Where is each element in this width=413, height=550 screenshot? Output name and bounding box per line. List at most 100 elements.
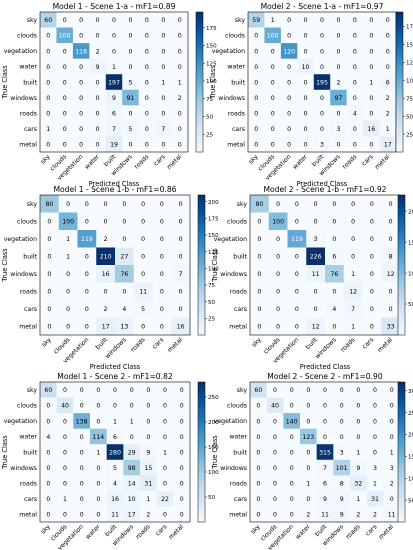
heatmap-cell [122, 136, 139, 153]
heatmap-cell [250, 195, 270, 213]
cell-value-label: 0 [254, 126, 258, 133]
cell-value-label: 315 [319, 449, 331, 456]
heatmap-cell [346, 136, 364, 153]
heatmap-cell [40, 120, 57, 137]
cell-value-label: 0 [179, 289, 183, 296]
heatmap-cell [138, 12, 156, 28]
heatmap-cell [297, 74, 315, 91]
colorbar-segment [398, 304, 405, 308]
cell-value-label: 0 [356, 418, 360, 425]
cell-value-label: 0 [257, 306, 261, 313]
cell-value-label: 0 [46, 79, 50, 86]
colorbar-segment [398, 204, 405, 208]
heatmap-cell [280, 136, 298, 153]
colorbar-segment [198, 426, 205, 430]
heatmap-cell [250, 444, 267, 461]
cell-value-label: 1 [351, 271, 355, 278]
colorbar-segment [398, 330, 405, 334]
heatmap-cell [171, 58, 189, 75]
cell-value-label: 0 [63, 48, 67, 55]
colorbar-segment [398, 466, 405, 469]
x-tick-label: roads [345, 523, 362, 540]
heatmap-cell [89, 105, 107, 122]
cell-value-label: 0 [122, 219, 126, 226]
colorbar-frame [195, 11, 204, 153]
heatmap-cell [115, 195, 135, 213]
cell-value-label: 1 [161, 79, 165, 86]
heatmap-cell [297, 136, 315, 153]
colorbar-segment [196, 58, 203, 62]
colorbar-segment [398, 216, 405, 219]
heatmap-cell [140, 413, 157, 429]
colorbar-segment [396, 26, 403, 29]
heatmap-cell [156, 413, 174, 429]
heatmap-cell [90, 459, 107, 476]
colorbar-segment [196, 61, 203, 64]
cell-value-label: 0 [160, 219, 164, 226]
cell-value-label: 0 [256, 403, 260, 410]
colorbar-segment [198, 202, 205, 205]
heatmap-cell [122, 12, 139, 28]
y-axis-label: True Class [1, 248, 9, 283]
heatmap-cell [173, 428, 191, 445]
y-tick-label: roads [230, 480, 247, 487]
x-tick-label: sky [247, 153, 259, 165]
heatmap-cell [346, 120, 364, 137]
heatmap-cell [248, 89, 265, 106]
cell-value-label: 0 [257, 254, 261, 261]
heatmap-cell [105, 120, 123, 137]
colorbar-segment [198, 309, 205, 313]
heatmap-cell [106, 506, 124, 523]
colorbar-segment [198, 405, 205, 409]
colorbar-segment [198, 199, 205, 203]
heatmap-cell [366, 475, 384, 492]
heatmap-cell [171, 43, 189, 59]
heatmap-cell [96, 317, 116, 336]
cell-value-label: 0 [276, 324, 280, 331]
colorbar-segment [196, 68, 203, 71]
heatmap-cell [72, 43, 90, 59]
heatmap-cell [283, 459, 301, 476]
panel-title: Model 1 - Scene 1-b - mF1=0.86 [53, 185, 176, 194]
cell-value-label: 97 [335, 95, 343, 102]
y-tick-label: metal [227, 142, 245, 149]
cell-value-label: 0 [128, 33, 132, 40]
heatmap-cell [264, 58, 282, 75]
heatmap-cell [250, 428, 267, 445]
heatmap-cell [362, 212, 382, 231]
heatmap-cell [383, 444, 401, 461]
heatmap-cell [56, 120, 74, 137]
cell-value-label: 0 [271, 142, 275, 149]
colorbar-segment [398, 307, 405, 310]
y-tick-label: vegetation [4, 48, 37, 55]
cell-value-label: 80 [45, 201, 53, 208]
heatmap-cell [73, 490, 91, 507]
heatmap-cell [155, 120, 172, 137]
cell-value-label: 0 [320, 17, 324, 24]
cell-value-label: 0 [46, 512, 50, 519]
colorbar-segment [196, 89, 203, 92]
colorbar-segment [398, 512, 405, 516]
cell-value-label: 0 [179, 306, 183, 313]
heatmap-cell [40, 12, 57, 28]
heatmap-cell [287, 300, 307, 318]
colorbar-segment [198, 290, 205, 294]
cell-value-label: 2 [96, 48, 100, 55]
cell-value-label: 16 [177, 324, 185, 331]
heatmap-cell [300, 490, 317, 507]
colorbar-segment [198, 482, 205, 486]
colorbar-segment [398, 241, 405, 245]
cell-value-label: 0 [386, 64, 390, 71]
colorbar-segment [198, 330, 205, 334]
cell-value-label: 3 [390, 465, 394, 472]
cell-value-label: 4 [353, 111, 357, 118]
heatmap-cell [58, 195, 78, 213]
cell-value-label: 0 [389, 236, 393, 243]
colorbar-segment [198, 480, 205, 483]
heatmap-cell [171, 265, 191, 283]
heatmap-cell [89, 136, 107, 153]
heatmap-cell [383, 490, 401, 507]
heatmap-cell [343, 195, 363, 213]
cell-value-label: 0 [46, 33, 50, 40]
